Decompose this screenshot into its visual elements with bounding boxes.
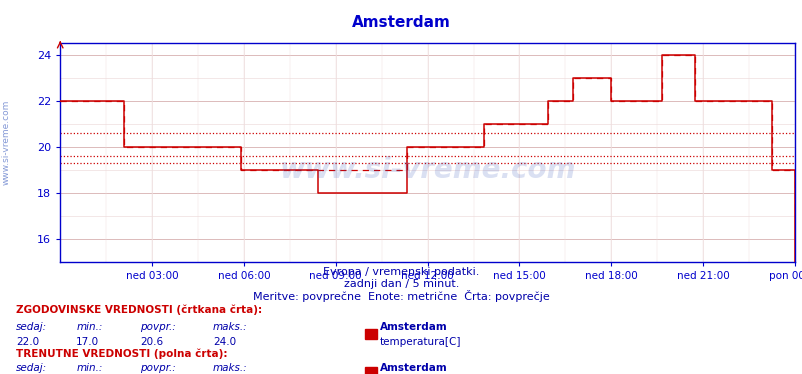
Text: min.:: min.: [76,322,103,332]
Text: 22.0: 22.0 [16,337,39,347]
Text: Amsterdam: Amsterdam [379,322,447,332]
Text: 24.0: 24.0 [213,337,236,347]
Text: 17.0: 17.0 [76,337,99,347]
Text: Amsterdam: Amsterdam [379,363,447,373]
Text: www.si-vreme.com: www.si-vreme.com [279,156,575,184]
Text: min.:: min.: [76,363,103,373]
Text: zadnji dan / 5 minut.: zadnji dan / 5 minut. [343,279,459,289]
Text: Evropa / vremenski podatki.: Evropa / vremenski podatki. [323,267,479,278]
Text: maks.:: maks.: [213,322,247,332]
Text: sedaj:: sedaj: [16,322,47,332]
Text: ZGODOVINSKE VREDNOSTI (črtkana črta):: ZGODOVINSKE VREDNOSTI (črtkana črta): [16,305,262,315]
Text: TRENUTNE VREDNOSTI (polna črta):: TRENUTNE VREDNOSTI (polna črta): [16,349,227,359]
Text: maks.:: maks.: [213,363,247,373]
Text: Amsterdam: Amsterdam [351,15,451,30]
Text: www.si-vreme.com: www.si-vreme.com [2,99,11,185]
Text: sedaj:: sedaj: [16,363,47,373]
Text: temperatura[C]: temperatura[C] [379,337,460,347]
Text: povpr.:: povpr.: [140,322,176,332]
Text: Meritve: povprečne  Enote: metrične  Črta: povprečje: Meritve: povprečne Enote: metrične Črta:… [253,290,549,302]
Text: 20.6: 20.6 [140,337,164,347]
Text: povpr.:: povpr.: [140,363,176,373]
